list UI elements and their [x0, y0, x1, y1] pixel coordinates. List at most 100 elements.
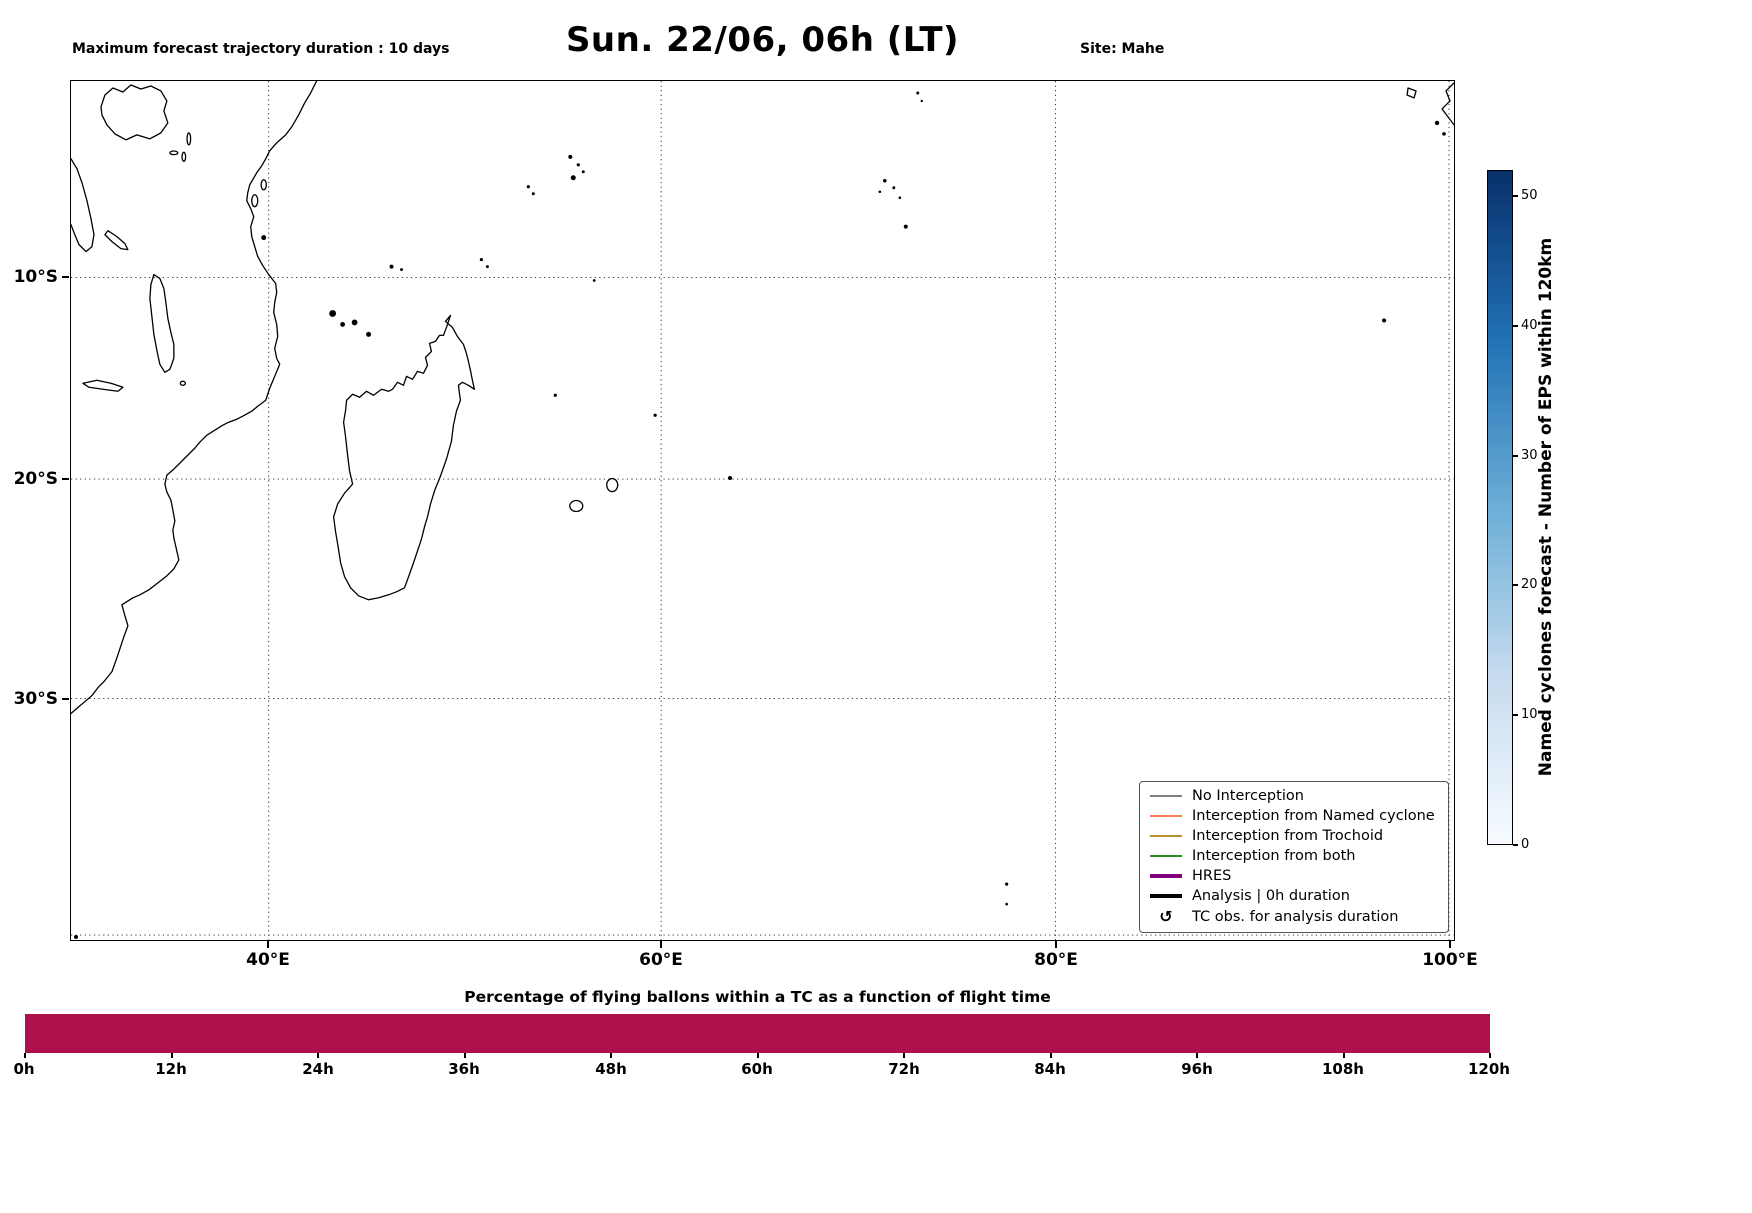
legend-item: ↺ TC obs. for analysis duration	[1150, 909, 1438, 925]
lake-malawi	[149, 273, 175, 373]
legend-item: Analysis | 0h duration	[1150, 889, 1438, 904]
colorbar-tick-mark	[1513, 714, 1518, 716]
cocos-keeling-island	[1382, 318, 1387, 323]
legend-item: HRES	[1150, 869, 1438, 884]
colorbar-tick-label: 30	[1521, 448, 1538, 463]
colorbar-tick-mark	[1513, 584, 1518, 586]
legend-label: Analysis | 0h duration	[1192, 888, 1350, 904]
time-tick-mark	[171, 1053, 173, 1058]
tc-obs-rotation-icon: ↺	[1159, 907, 1173, 926]
colorbar-tick-label: 20	[1521, 577, 1538, 592]
lat-tick-label: 10°S	[13, 267, 58, 287]
legend-item: Interception from Named cyclone	[1150, 809, 1438, 824]
colorbar-tick-label: 40	[1521, 318, 1538, 333]
legend-line-sample	[1150, 894, 1182, 899]
mafia-island	[261, 235, 267, 241]
coastline-map	[71, 81, 1454, 940]
legend-line-sample	[1150, 874, 1182, 879]
lake-eyasi	[169, 150, 179, 156]
time-tick-label: 0h	[13, 1060, 35, 1078]
legend-label: HRES	[1192, 868, 1232, 884]
time-tick-label: 60h	[741, 1060, 773, 1078]
legend-label: No Interception	[1192, 788, 1304, 804]
tc-percentage-bar	[25, 1014, 1490, 1053]
legend-line-sample	[1150, 815, 1182, 818]
seychelles-island	[581, 170, 585, 174]
coast-speck	[73, 935, 78, 940]
legend-line-sample	[1150, 835, 1182, 838]
time-tick-label: 84h	[1034, 1060, 1066, 1078]
madagascar-coastline	[332, 314, 476, 601]
rodrigues-island	[727, 475, 733, 481]
legend-line-sample	[1150, 795, 1182, 798]
time-tick-label: 24h	[302, 1060, 334, 1078]
legend-item: Interception from Trochoid	[1150, 829, 1438, 844]
lat-tick-mark	[62, 478, 69, 480]
chagos-atoll	[898, 196, 902, 200]
mayotte-island	[366, 331, 372, 337]
time-tick-label: 48h	[595, 1060, 627, 1078]
lat-tick-label: 30°S	[13, 689, 58, 709]
diego-garcia-atoll	[903, 224, 908, 229]
time-tick-mark	[1489, 1053, 1491, 1058]
sumatra-coast-fragment	[1441, 82, 1454, 126]
lake-cahora-bassa	[82, 379, 124, 392]
colorbar-tick-mark	[1513, 195, 1518, 197]
maldives-atoll	[920, 99, 923, 103]
st-brandon-island	[653, 413, 657, 417]
lat-tick-label: 20°S	[13, 469, 58, 489]
colorbar-tick-label: 0	[1521, 837, 1530, 852]
farquhar-atoll	[479, 257, 484, 262]
lake-rukwa	[104, 230, 129, 251]
colorbar-title: Named cyclones forecast - Number of EPS …	[1536, 237, 1556, 777]
moheli-island	[340, 322, 346, 327]
time-tick-mark	[1196, 1053, 1198, 1058]
lon-tick-mark	[267, 941, 269, 948]
lon-tick-mark	[1055, 941, 1057, 948]
amsterdam-island	[1005, 882, 1009, 886]
chagos-atoll	[883, 178, 887, 183]
grande-comore-island	[329, 310, 337, 317]
zanzibar-island	[251, 194, 259, 208]
legend-item: Interception from both	[1150, 849, 1438, 864]
time-tick-mark	[1050, 1053, 1052, 1058]
time-tick-mark	[757, 1053, 759, 1058]
maldives-atoll	[916, 91, 920, 95]
time-tick-label: 36h	[448, 1060, 480, 1078]
lake-victoria	[100, 84, 169, 141]
chagos-atoll	[878, 190, 882, 194]
time-tick-label: 96h	[1181, 1060, 1213, 1078]
pemba-island	[260, 179, 267, 191]
amirantes-island	[526, 185, 530, 189]
lake-manyara	[181, 151, 187, 162]
time-tick-label: 12h	[155, 1060, 187, 1078]
map-plot: No Interception Interception from Named …	[70, 80, 1455, 941]
providence-atoll	[485, 265, 489, 269]
seychelles-island	[576, 163, 580, 167]
lake-tanganyika	[71, 158, 95, 253]
agalega-island	[592, 279, 596, 282]
amirantes-island	[531, 192, 535, 196]
lat-tick-mark	[62, 698, 69, 700]
time-tick-mark	[464, 1053, 466, 1058]
legend-label: Interception from both	[1192, 848, 1356, 864]
sumatra-offshore-island	[1434, 120, 1440, 126]
lon-tick-label: 100°E	[1422, 950, 1478, 970]
siberut-island	[1406, 87, 1417, 99]
colorbar-tick-label: 10	[1521, 707, 1538, 722]
site-info-line: Site: Mahe	[1080, 41, 1165, 58]
lat-tick-mark	[62, 276, 69, 278]
aldabra-atoll	[389, 264, 394, 269]
time-tick-label: 108h	[1322, 1060, 1364, 1078]
flight-time-chart-title: Percentage of flying ballons within a TC…	[464, 988, 1051, 1006]
small-islands	[73, 91, 1446, 940]
lake-natron	[186, 132, 192, 146]
frame-title: Sun. 22/06, 06h (LT)	[565, 20, 960, 60]
mahe-island	[570, 175, 576, 181]
map-legend: No Interception Interception from Named …	[1139, 781, 1449, 933]
lon-tick-label: 60°E	[639, 950, 683, 970]
time-tick-mark	[1343, 1053, 1345, 1058]
colorbar-tick-label: 50	[1521, 188, 1538, 203]
time-tick-mark	[610, 1053, 612, 1058]
